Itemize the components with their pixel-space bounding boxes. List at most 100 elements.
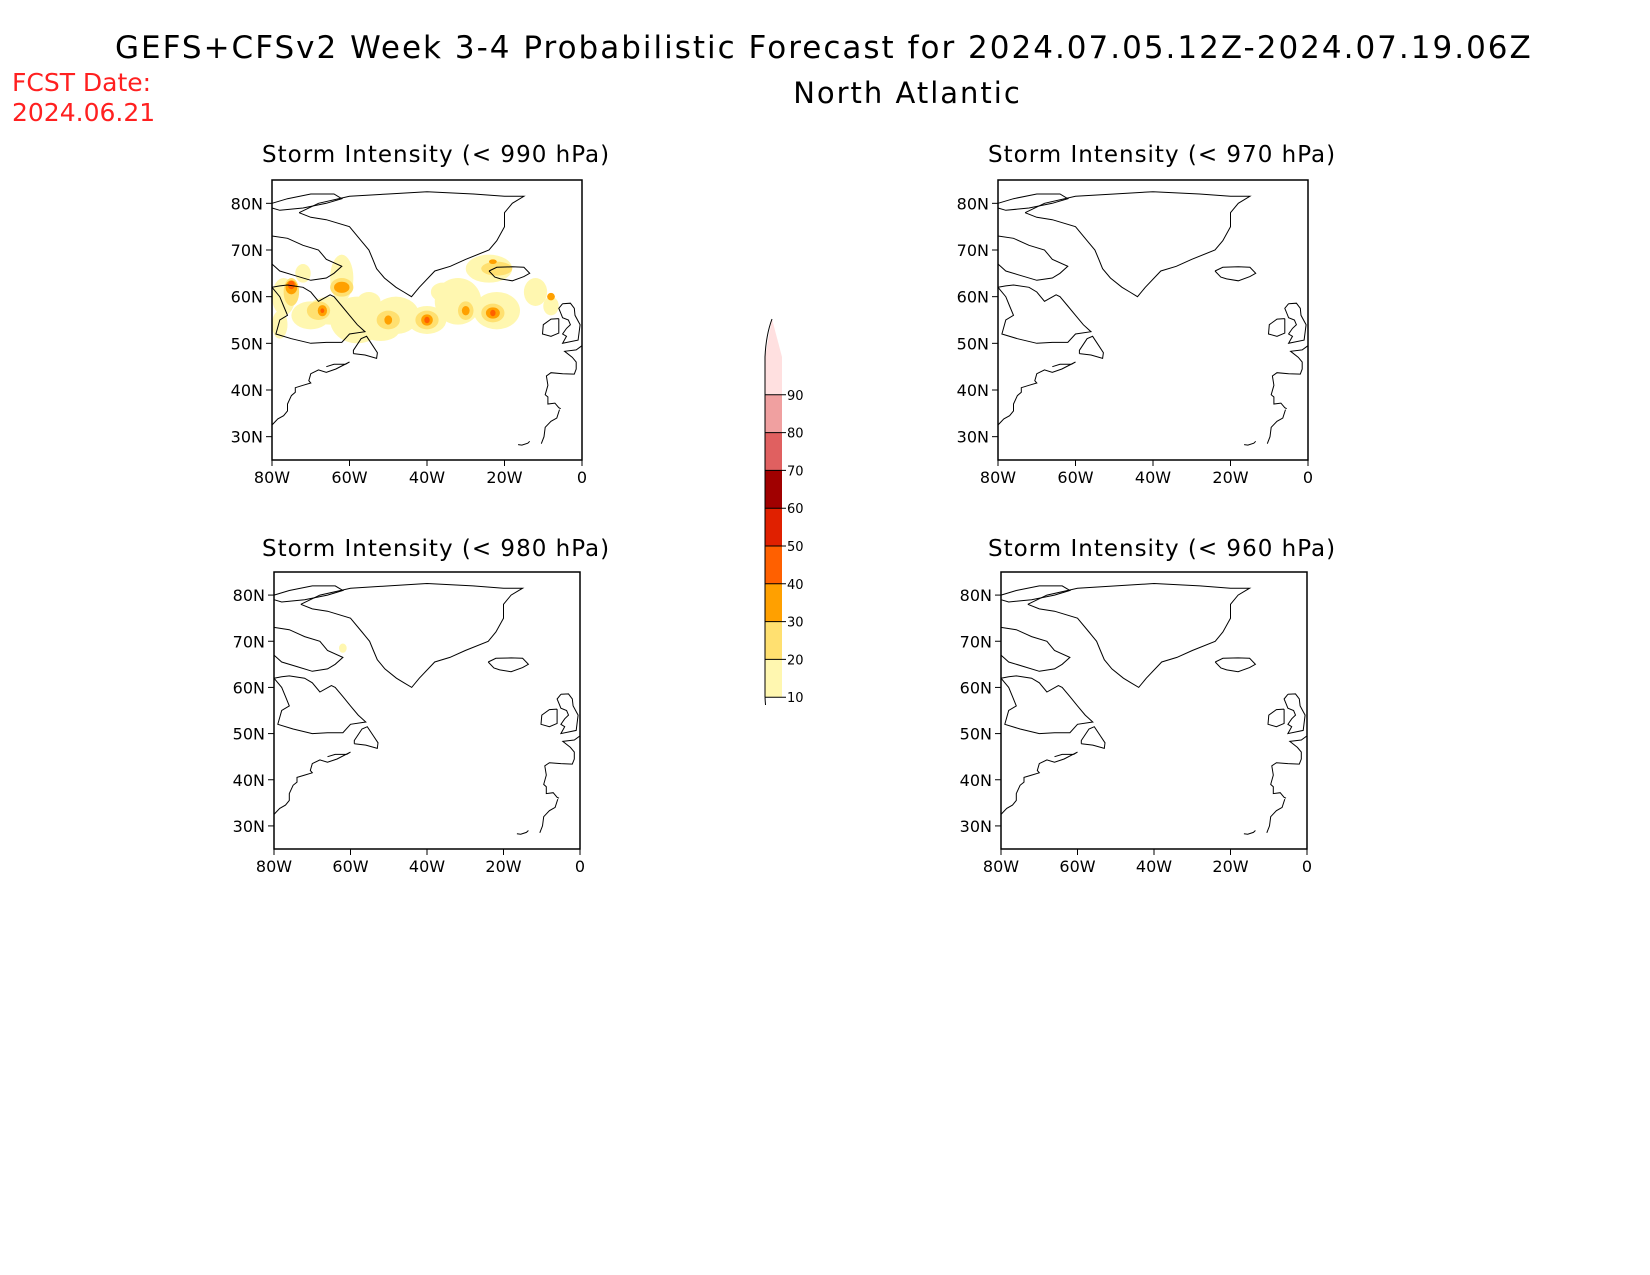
probability-shade bbox=[481, 261, 513, 276]
coastline bbox=[516, 830, 529, 835]
lon-label: 0 bbox=[1303, 468, 1313, 487]
map-panel-980: 80N 70N 60N 50N 40N 30N 80W 60W 40W 20W 0 bbox=[233, 571, 585, 876]
probability-shade bbox=[384, 315, 393, 325]
colorbar-label: 20 bbox=[787, 653, 804, 668]
lat-label: 30N bbox=[231, 428, 263, 447]
probability-shade bbox=[547, 292, 555, 301]
lat-label: 40N bbox=[233, 771, 265, 790]
lon-label: 80W bbox=[983, 857, 1019, 876]
coastline bbox=[271, 193, 344, 211]
coastline bbox=[1214, 266, 1257, 282]
probability-shade bbox=[357, 292, 381, 311]
coastline bbox=[1283, 693, 1306, 735]
coastline bbox=[1266, 798, 1286, 833]
coastline bbox=[298, 191, 526, 298]
lon-label: 60W bbox=[1057, 468, 1093, 487]
coastline bbox=[1267, 708, 1285, 728]
coastline bbox=[1266, 409, 1286, 444]
coastline bbox=[518, 440, 531, 446]
colorbar-cap-high bbox=[765, 319, 782, 357]
map-panel-990: 80N 70N 60N 50N 40N 30N 80W 60W 40W 20W 0 bbox=[231, 179, 587, 487]
colorbar-swatch bbox=[765, 621, 782, 660]
lat-label: 80N bbox=[233, 586, 265, 605]
colorbar-label: 60 bbox=[787, 502, 804, 517]
probability-shade bbox=[430, 282, 455, 302]
lat-label: 70N bbox=[960, 632, 992, 651]
forecast-date-block: FCST Date: 2024.06.21 bbox=[12, 68, 155, 128]
lat-label: 70N bbox=[233, 632, 265, 651]
probability-shade bbox=[339, 643, 347, 653]
lon-label: 40W bbox=[1135, 468, 1171, 487]
lat-label: 40N bbox=[960, 771, 992, 790]
coastline bbox=[1267, 318, 1286, 337]
panel-title-990: Storm Intensity (< 990 hPa) bbox=[262, 142, 611, 168]
coastline bbox=[1000, 675, 1094, 735]
lon-label: 20W bbox=[1212, 857, 1248, 876]
coastline bbox=[271, 235, 343, 281]
coastline bbox=[997, 284, 1093, 344]
colorbar-swatch bbox=[765, 546, 782, 584]
map-frame bbox=[273, 571, 581, 850]
coastline bbox=[271, 361, 350, 426]
coastline bbox=[1000, 585, 1072, 603]
colorbar-swatch bbox=[765, 583, 782, 622]
lat-label: 80N bbox=[231, 194, 263, 213]
lon-label: 0 bbox=[1302, 857, 1312, 876]
lat-label: 30N bbox=[233, 817, 265, 836]
map-panel-970: 80N 70N 60N 50N 40N 30N 80W 60W 40W 20W 0 bbox=[957, 179, 1313, 487]
lon-label: 80W bbox=[980, 468, 1016, 487]
colorbar-swatch bbox=[765, 470, 782, 509]
coastline bbox=[273, 675, 367, 735]
colorbar-label: 40 bbox=[787, 578, 804, 593]
coastline bbox=[300, 582, 525, 689]
lon-label: 80W bbox=[256, 857, 292, 876]
colorbar-swatch bbox=[765, 659, 782, 698]
lat-label: 80N bbox=[960, 586, 992, 605]
lon-label: 40W bbox=[409, 468, 445, 487]
coastline bbox=[1214, 657, 1257, 673]
lat-label: 50N bbox=[957, 334, 989, 353]
probability-shade bbox=[287, 280, 295, 290]
lon-label: 80W bbox=[254, 468, 290, 487]
lat-label: 60N bbox=[960, 678, 992, 697]
colorbar-label: 10 bbox=[787, 691, 804, 705]
coastline bbox=[1024, 191, 1252, 298]
lon-label: 60W bbox=[1059, 857, 1095, 876]
figure-title: GEFS+CFSv2 Week 3-4 Probabilistic Foreca… bbox=[115, 30, 1533, 66]
coastline bbox=[1000, 751, 1078, 815]
forecast-date-value: 2024.06.21 bbox=[12, 98, 156, 127]
coastline bbox=[543, 735, 581, 799]
lat-label: 60N bbox=[957, 288, 989, 307]
lon-label: 20W bbox=[485, 857, 521, 876]
probability-shade bbox=[424, 316, 430, 324]
probability-shade bbox=[523, 278, 548, 306]
lon-label: 40W bbox=[409, 857, 445, 876]
map-panel-960: 80N 70N 60N 50N 40N 30N 80W 60W 40W 20W 0 bbox=[960, 571, 1312, 876]
map-frame bbox=[997, 179, 1309, 461]
lat-label: 70N bbox=[231, 241, 263, 260]
colorbar-swatch bbox=[765, 394, 782, 433]
coastline bbox=[488, 266, 531, 282]
lat-label: 30N bbox=[957, 428, 989, 447]
colorbar-cap-outline bbox=[764, 318, 773, 358]
coastline bbox=[1080, 726, 1106, 750]
coastline bbox=[997, 193, 1070, 211]
map-frame bbox=[1000, 571, 1308, 850]
coastline bbox=[1243, 830, 1256, 835]
colorbar-label: 70 bbox=[787, 464, 804, 479]
coastline bbox=[1270, 345, 1309, 410]
probability-shade bbox=[489, 259, 497, 264]
colorbar-swatch bbox=[765, 357, 782, 395]
lat-label: 50N bbox=[960, 725, 992, 744]
probability-shade bbox=[543, 296, 559, 316]
coastline bbox=[1244, 440, 1257, 446]
coastline bbox=[997, 361, 1076, 426]
colorbar-cap-low bbox=[765, 697, 782, 705]
coastline bbox=[273, 626, 344, 672]
coastline bbox=[540, 409, 560, 444]
lon-label: 0 bbox=[577, 468, 587, 487]
panel-title-960: Storm Intensity (< 960 hPa) bbox=[988, 536, 1337, 562]
coastline bbox=[1284, 302, 1307, 345]
coastline bbox=[539, 798, 559, 833]
probability-shade bbox=[490, 309, 496, 317]
